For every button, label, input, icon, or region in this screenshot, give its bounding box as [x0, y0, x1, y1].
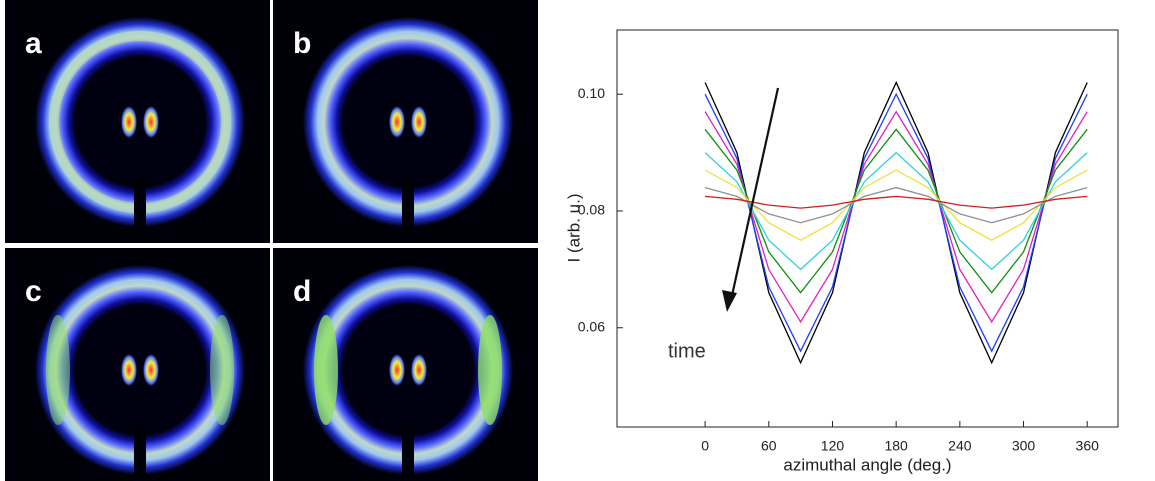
center-spot	[411, 106, 427, 138]
plot-frame	[616, 29, 1119, 428]
panel-label: d	[293, 275, 311, 308]
beam-stop	[402, 177, 414, 243]
y-tick-label: 0.06	[578, 318, 605, 334]
annotation: time	[668, 340, 706, 362]
x-tick-label: 240	[948, 438, 972, 454]
diffraction-ring	[303, 17, 513, 227]
arrow-shaft	[729, 87, 780, 301]
data-line	[704, 110, 1088, 324]
x-tick-label: 120	[821, 438, 845, 454]
arrow-head	[722, 290, 737, 312]
center-spot	[121, 106, 137, 138]
center-spot	[411, 354, 427, 386]
x-axis-label: azimuthal angle (deg.)	[783, 455, 951, 474]
center-spot	[143, 354, 159, 386]
center-spot	[143, 106, 159, 138]
panel-label: a	[25, 27, 42, 60]
center-spot	[389, 354, 405, 386]
y-tick-label: 0.08	[578, 202, 605, 218]
data-line	[704, 151, 1088, 271]
x-tick-label: 180	[884, 438, 908, 454]
data-line	[704, 128, 1088, 294]
panel-label: b	[293, 27, 311, 60]
diffraction-ring	[35, 17, 245, 227]
y-tick-label: 0.10	[578, 85, 605, 101]
beam-stop	[134, 425, 146, 481]
data-line	[704, 169, 1088, 241]
ring-arc	[314, 315, 338, 425]
image-panels: a b c d	[5, 0, 538, 481]
x-tick-label: 300	[1012, 438, 1036, 454]
diffraction-ring	[35, 265, 245, 475]
beam-stop	[134, 177, 146, 243]
x-tick-label: 0	[701, 438, 709, 454]
ring-arc	[210, 315, 234, 425]
panel-label: c	[25, 275, 42, 308]
ring-arc	[478, 315, 502, 425]
x-tick-label: 60	[761, 438, 777, 454]
data-line	[704, 92, 1088, 353]
data-line	[704, 186, 1088, 224]
data-line	[704, 80, 1088, 365]
beam-stop	[402, 425, 414, 481]
center-spot	[389, 106, 405, 138]
diffraction-ring	[303, 265, 513, 475]
chart: 0.06 0.08 0.10 0 60 120 180 240 300 360 azimuthal …	[564, 29, 1119, 474]
center-spot	[121, 354, 137, 386]
y-axis-label: I (arb. u.)	[564, 194, 583, 263]
x-tick-label: 360	[1076, 438, 1100, 454]
data-line	[705, 195, 1088, 209]
ring-arc	[46, 315, 70, 425]
